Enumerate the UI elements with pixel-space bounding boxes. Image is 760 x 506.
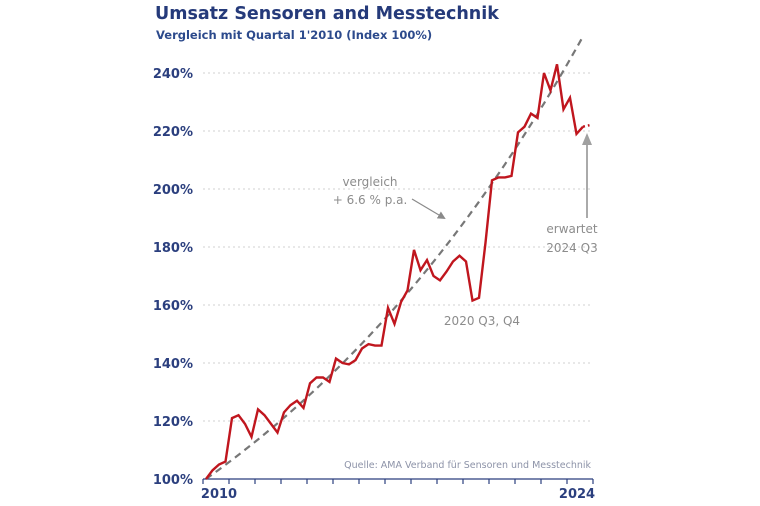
y-tick-label: 240%: [153, 67, 193, 82]
y-tick-label: 180%: [153, 241, 193, 256]
expected-point: [582, 124, 590, 128]
y-tick-label: 140%: [153, 357, 193, 372]
arrow-up-icon: [582, 133, 592, 145]
source-note: Quelle: AMA Verband für Sensoren und Mes…: [344, 460, 591, 471]
y-tick-label: 200%: [153, 183, 193, 198]
y-tick-label: 120%: [153, 415, 193, 430]
expected-annotation: 2024 Q3: [546, 241, 597, 255]
x-tick-label: 2024: [559, 487, 595, 502]
y-tick-label: 160%: [153, 299, 193, 314]
trend-annotation: + 6.6 % p.a.: [333, 193, 408, 207]
chart-title: Umsatz Sensoren and Messtechnik: [155, 4, 499, 24]
trend-line: [205, 35, 584, 480]
dip-annotation: 2020 Q3, Q4: [444, 314, 520, 328]
arrow-icon: [411, 198, 446, 220]
chart-subtitle: Vergleich mit Quartal 1'2010 (Index 100%…: [156, 28, 433, 42]
y-tick-label: 100%: [153, 473, 193, 488]
expected-annotation: erwartet: [546, 222, 598, 236]
series-line: [205, 64, 584, 480]
y-tick-label: 220%: [153, 125, 193, 140]
trend-annotation: vergleich: [342, 175, 397, 189]
x-tick-label: 2010: [201, 487, 237, 502]
